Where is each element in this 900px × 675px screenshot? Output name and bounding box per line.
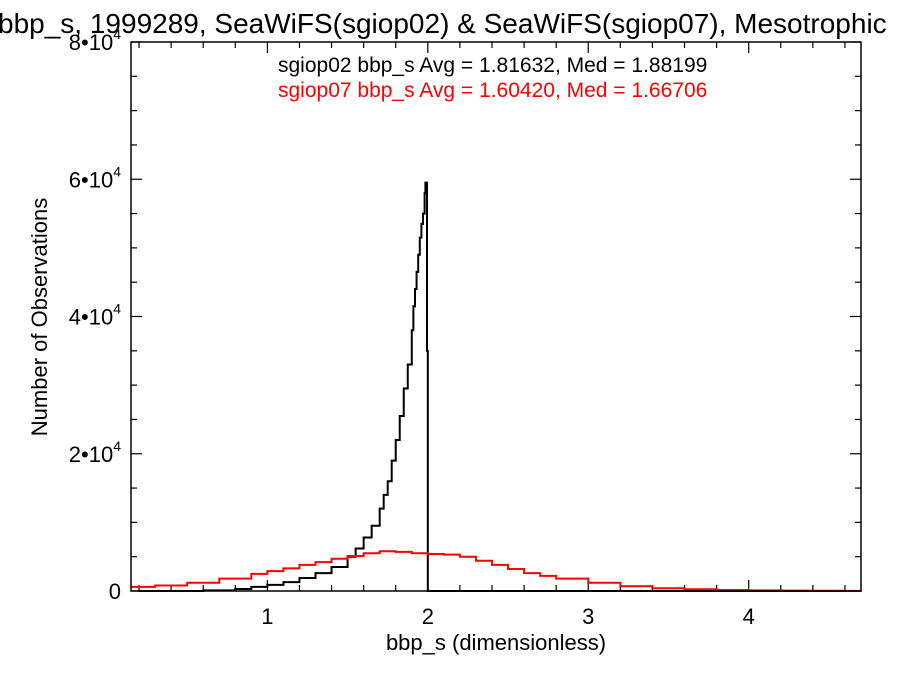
y-tick-labels: 0 2•104 4•104 6•104 8•104 bbox=[69, 26, 121, 604]
plot-frame bbox=[130, 41, 862, 592]
x-tick-label: 2 bbox=[422, 604, 434, 629]
annotation-sgiop02: sgiop02 bbp_s Avg = 1.81632, Med = 1.881… bbox=[278, 54, 707, 77]
x-axis-label: bbp_s (dimensionless) bbox=[386, 630, 606, 655]
y-tick-label: 2•104 bbox=[69, 438, 121, 467]
y-tick-label: 6•104 bbox=[69, 163, 121, 192]
y-tick-label: 4•104 bbox=[69, 301, 121, 330]
y-axis-label: Number of Observations bbox=[27, 198, 52, 436]
axis-ticks bbox=[131, 41, 861, 592]
y-tick-label: 8•104 bbox=[69, 26, 121, 55]
x-tick-labels: 1 2 3 4 bbox=[261, 604, 755, 629]
x-tick-label: 3 bbox=[582, 604, 594, 629]
x-tick-label: 4 bbox=[743, 604, 755, 629]
chart-title: bbp_s, 1999289, SeaWiFS(sgiop02) & SeaWi… bbox=[0, 8, 887, 39]
series-layer bbox=[131, 181, 862, 592]
annotation-sgiop07: sgiop07 bbp_s Avg = 1.60420, Med = 1.667… bbox=[278, 79, 707, 102]
x-tick-label: 1 bbox=[261, 604, 273, 629]
histogram-series-1 bbox=[131, 550, 862, 592]
y-tick-label: 0 bbox=[109, 579, 121, 604]
histogram-series-0 bbox=[139, 181, 861, 592]
